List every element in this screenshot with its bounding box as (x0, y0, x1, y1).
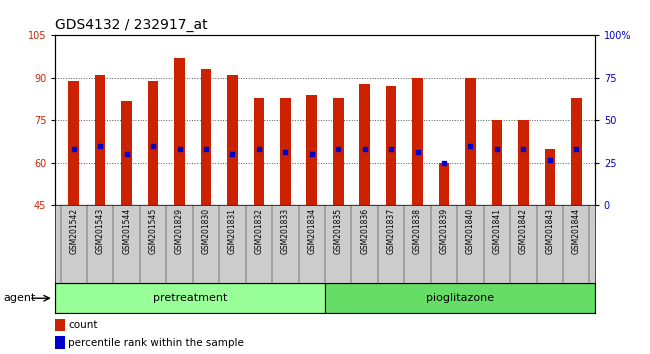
Bar (465, 78, 476, 205)
Bar (55, 336, 65, 349)
Bar (55, 283, 325, 313)
Point (571, 146, 582, 152)
Point (439, 160, 449, 166)
Point (359, 146, 370, 152)
Text: GSM201543: GSM201543 (96, 208, 105, 254)
Point (491, 146, 502, 152)
Bar (518, 120, 528, 205)
Text: GSM201844: GSM201844 (572, 208, 580, 254)
Bar (254, 98, 264, 205)
Text: GSM201542: GSM201542 (70, 208, 78, 254)
Text: pretreatment: pretreatment (153, 293, 228, 303)
Bar (386, 86, 396, 205)
Point (386, 146, 396, 152)
Text: percentile rank within the sample: percentile rank within the sample (68, 338, 244, 348)
Text: GSM201837: GSM201837 (387, 208, 396, 254)
Point (254, 146, 264, 152)
Text: GSM201834: GSM201834 (307, 208, 317, 254)
Text: GSM201545: GSM201545 (149, 208, 157, 254)
Text: GSM201842: GSM201842 (519, 208, 528, 254)
Text: GSM201838: GSM201838 (413, 208, 422, 254)
Point (333, 146, 343, 152)
Text: GSM201830: GSM201830 (202, 208, 211, 254)
Bar (68, 81, 79, 205)
Bar (491, 120, 502, 205)
Bar (359, 84, 370, 205)
Point (201, 146, 211, 152)
Point (227, 152, 238, 157)
Bar (95, 75, 105, 205)
Text: GSM201829: GSM201829 (175, 208, 184, 254)
Bar (325, 283, 595, 313)
Text: GSM201544: GSM201544 (122, 208, 131, 254)
Point (280, 149, 291, 154)
Bar (201, 69, 211, 205)
Bar (307, 95, 317, 205)
Text: GSM201836: GSM201836 (360, 208, 369, 254)
Text: agent: agent (3, 293, 36, 303)
Bar (571, 98, 582, 205)
Text: GSM201841: GSM201841 (493, 208, 501, 254)
Point (545, 157, 555, 163)
Bar (55, 319, 65, 331)
Text: pioglitazone: pioglitazone (426, 293, 494, 303)
Point (122, 152, 132, 157)
Bar (545, 149, 555, 205)
Text: GSM201840: GSM201840 (466, 208, 475, 254)
Text: GDS4132 / 232917_at: GDS4132 / 232917_at (55, 18, 208, 32)
Bar (439, 163, 449, 205)
Point (307, 152, 317, 157)
Bar (148, 81, 159, 205)
Bar (280, 98, 291, 205)
Bar (122, 101, 132, 205)
Point (68, 146, 79, 152)
Bar (174, 58, 185, 205)
Text: GSM201831: GSM201831 (228, 208, 237, 254)
Bar (227, 75, 238, 205)
Point (148, 143, 159, 149)
Point (518, 146, 528, 152)
Bar (333, 98, 343, 205)
Point (412, 149, 423, 154)
Text: count: count (68, 320, 98, 330)
Text: GSM201839: GSM201839 (439, 208, 448, 254)
Text: GSM201835: GSM201835 (333, 208, 343, 254)
Bar (412, 78, 423, 205)
Point (465, 143, 476, 149)
Text: GSM201833: GSM201833 (281, 208, 290, 254)
Text: GSM201832: GSM201832 (254, 208, 263, 254)
Text: GSM201843: GSM201843 (545, 208, 554, 254)
Point (95, 143, 105, 149)
Point (174, 146, 185, 152)
